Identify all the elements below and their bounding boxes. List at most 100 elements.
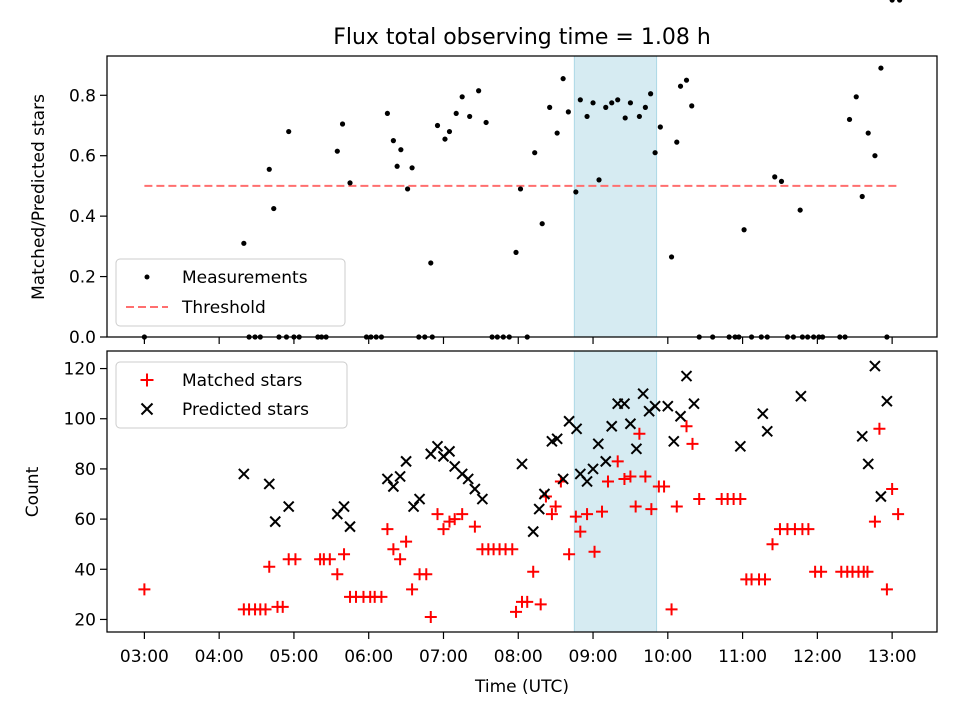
matched-star-point — [581, 508, 594, 521]
matched-star-point — [618, 472, 631, 485]
measurement-point — [532, 150, 538, 156]
measurement-point — [390, 138, 396, 144]
ratio-y-tick-label: 0.6 — [69, 147, 96, 167]
matched-star-point — [639, 470, 652, 483]
measurement-point — [603, 104, 609, 110]
measurement-point — [889, 0, 895, 3]
matched-star-point — [521, 595, 534, 608]
x-tick-label: 12:00 — [793, 647, 842, 667]
predicted-star-point — [538, 488, 551, 500]
ratio-legend-box — [115, 258, 346, 327]
matched-star-point — [387, 543, 400, 556]
count-y-tick-label: 40 — [74, 560, 96, 580]
matched-star-point — [880, 583, 893, 596]
ratio-y-tick-label: 0.4 — [69, 207, 96, 227]
matched-star-point — [338, 548, 351, 561]
count-axes-frame — [106, 350, 938, 633]
x-tick-label: 09:00 — [569, 647, 618, 667]
matched-star-point — [868, 515, 881, 528]
ratio-legend: Measurements Threshold — [115, 258, 346, 327]
measurement-point — [584, 113, 590, 120]
measurement-point — [596, 177, 602, 183]
matched-star-point — [802, 523, 815, 536]
matched-star-point — [815, 565, 828, 578]
matched-star-point — [892, 508, 905, 521]
measurement-point — [394, 163, 400, 169]
chart-title: Flux total observing time = 1.08 h — [333, 25, 711, 50]
ratio-y-tick-label: 0.8 — [69, 86, 96, 106]
matched-star-point — [443, 515, 456, 528]
ratio-y-tick-label: 0.0 — [69, 328, 96, 348]
measurement-point — [590, 100, 596, 106]
predicted-star-point — [476, 493, 489, 505]
measurement-point — [459, 94, 465, 100]
measurement-point — [772, 174, 778, 180]
predicted-star-point — [551, 433, 563, 445]
legend-matched-label: Matched stars — [182, 371, 302, 391]
measurement-point — [442, 136, 448, 142]
matched-star-point — [400, 535, 413, 548]
predicted-star-point — [469, 483, 481, 495]
matched-star-point — [629, 500, 642, 513]
legend-measurements-label: Measurements — [182, 268, 308, 288]
measurement-point — [622, 115, 628, 121]
count-y-ticks: 20 40 60 80 100 120 — [64, 360, 107, 630]
count-y-tick-label: 80 — [74, 460, 96, 480]
matched-star-point — [861, 565, 874, 578]
predicted-star-point — [856, 430, 868, 443]
matched-star-point — [381, 523, 394, 536]
predicted-star-point — [881, 395, 893, 407]
matched-star-point — [624, 470, 637, 483]
matched-star-point — [448, 513, 461, 526]
matched-star-point — [323, 553, 336, 566]
matched-star-point — [289, 553, 302, 566]
predicted-star-point — [592, 438, 604, 450]
measurement-points — [141, 0, 903, 340]
predicted-star-point — [570, 423, 583, 435]
predicted-star-point — [462, 473, 474, 485]
matched-star-point — [276, 600, 289, 613]
matched-star-point — [468, 520, 481, 533]
measurement-point — [609, 100, 615, 106]
matched-star-point — [394, 553, 407, 566]
predicted-star-point — [581, 475, 593, 488]
matched-star-point — [873, 422, 886, 435]
predicted-star-point — [394, 470, 406, 483]
measurement-point — [453, 110, 459, 117]
predicted-star-point — [795, 390, 807, 402]
measurement-point — [334, 148, 340, 154]
measurement-point — [872, 153, 878, 159]
matched-star-point — [658, 480, 671, 493]
matched-stars-points — [138, 420, 905, 623]
predicted-star-point — [606, 420, 618, 432]
legend-matched-marker — [140, 373, 154, 387]
matched-star-point — [665, 603, 678, 616]
measurement-point — [778, 178, 785, 184]
predicted-star-point — [387, 480, 400, 493]
predicted-star-point — [757, 408, 769, 420]
measurement-point — [539, 221, 545, 227]
measurement-point — [476, 88, 482, 94]
measurement-point — [642, 104, 648, 110]
measurement-point — [434, 122, 441, 129]
predicted-star-point — [688, 397, 700, 410]
predicted-star-point — [649, 400, 661, 412]
x-axis-label: Time (UTC) — [474, 677, 569, 697]
measurement-point — [560, 76, 566, 82]
matched-star-point — [686, 437, 699, 450]
predicted-star-point — [674, 410, 687, 422]
measurement-point — [577, 97, 583, 103]
measurement-point — [865, 130, 871, 136]
measurement-point — [271, 205, 277, 212]
matched-star-point — [506, 543, 519, 556]
legend-threshold-label: Threshold — [181, 298, 266, 318]
measurement-point — [467, 113, 473, 120]
predicted-star-point — [407, 500, 420, 513]
predicted-star-point — [761, 425, 773, 437]
x-tick-label: 03:00 — [120, 647, 169, 667]
measurement-point — [384, 110, 391, 117]
predicted-star-point — [618, 397, 631, 410]
x-tick-label: 06:00 — [344, 647, 393, 667]
predicted-star-point — [344, 520, 356, 533]
matched-star-point — [886, 482, 899, 495]
